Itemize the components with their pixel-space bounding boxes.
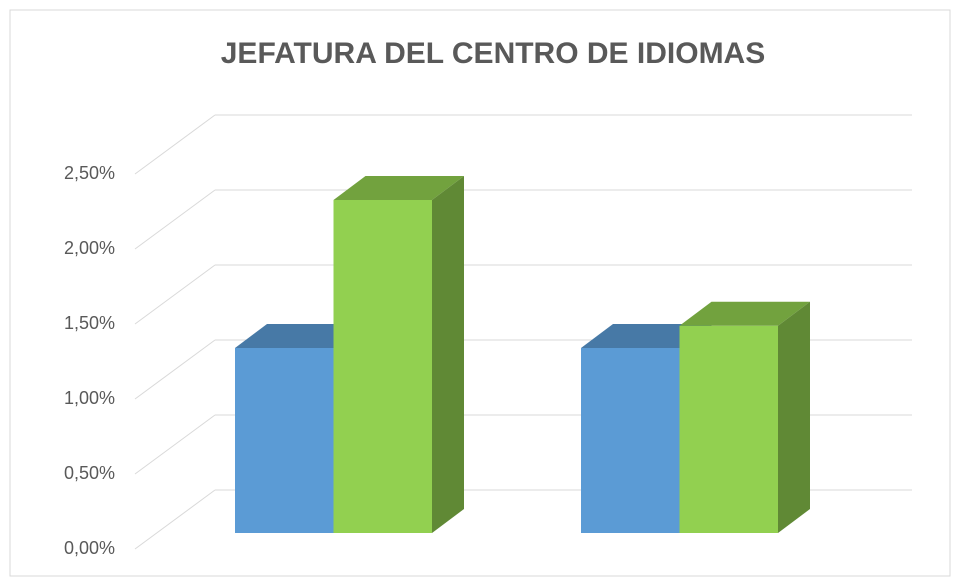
y-tick-label: 2,00% [64, 238, 115, 258]
y-tick-label: 1,00% [64, 388, 115, 408]
grid-line [134, 264, 216, 325]
bar-top [679, 301, 810, 326]
grid-line [134, 114, 216, 175]
bar-front [581, 348, 680, 533]
bar-side [432, 176, 464, 533]
y-tick-label: 2,50% [64, 163, 115, 183]
chart-title: JEFATURA DEL CENTRO DE IDIOMAS [221, 37, 765, 70]
bar-front [679, 325, 778, 533]
grid-line [134, 489, 216, 550]
bar-front [333, 200, 432, 533]
y-tick-label: 0,00% [64, 538, 115, 558]
bar-top [581, 324, 712, 348]
grid-line [134, 189, 216, 250]
bar-front [235, 348, 334, 533]
grid-line [134, 339, 216, 400]
bar-side [778, 301, 810, 533]
bar-top [235, 324, 366, 348]
bar-top [333, 176, 464, 200]
y-tick-label: 0,50% [64, 463, 115, 483]
y-tick-label: 1,50% [64, 313, 115, 333]
grid-line [134, 414, 216, 475]
